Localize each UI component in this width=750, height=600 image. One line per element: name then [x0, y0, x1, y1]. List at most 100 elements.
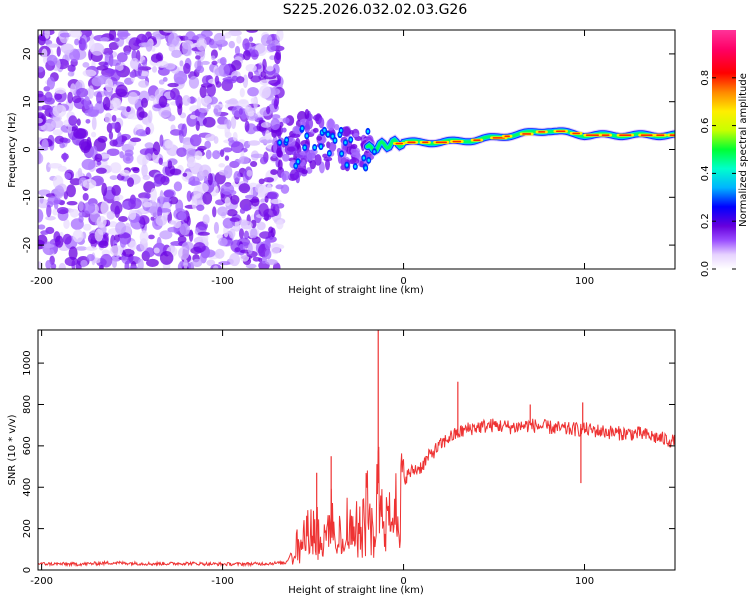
noise-blob: [198, 164, 212, 177]
y-tick-label: 1000: [22, 350, 33, 375]
noise-blob: [245, 263, 257, 269]
transition-blob: [280, 184, 290, 194]
transition-peak: [339, 128, 343, 133]
noise-blob: [193, 242, 206, 253]
noise-blob: [96, 91, 103, 105]
noise-blob: [144, 247, 155, 258]
transition-blob: [270, 118, 281, 131]
noise-blob: [82, 69, 97, 77]
noise-blob: [250, 75, 262, 83]
noise-blob: [242, 74, 249, 89]
noise-blob: [68, 115, 78, 126]
noise-blob: [58, 262, 67, 269]
noise-blob: [38, 34, 46, 46]
noise-blob: [139, 71, 150, 77]
noise-blob: [224, 196, 231, 206]
noise-blob: [82, 223, 92, 231]
noise-blob: [148, 234, 155, 240]
noise-blob: [66, 184, 76, 198]
noise-blob: [76, 87, 89, 98]
noise-blob: [194, 150, 203, 160]
noise-blob: [202, 191, 213, 205]
transition-peak: [373, 150, 376, 154]
noise-blob: [59, 142, 65, 149]
noise-blob: [129, 265, 138, 269]
noise-blob: [234, 247, 241, 253]
snr-plot-area: [38, 330, 675, 570]
noise-blob: [82, 178, 97, 189]
transition-blob: [318, 117, 325, 129]
noise-blob: [139, 148, 154, 156]
noise-blob: [250, 97, 257, 104]
noise-blob: [228, 40, 236, 49]
noise-blob: [219, 57, 227, 66]
noise-blob: [258, 178, 265, 185]
noise-blob: [69, 178, 82, 186]
noise-blob: [219, 149, 225, 158]
noise-blob: [179, 60, 184, 67]
noise-blob: [207, 172, 213, 186]
noise-blob: [263, 208, 277, 218]
noise-blob: [217, 237, 228, 247]
noise-blob: [127, 113, 140, 120]
noise-blob: [238, 228, 245, 239]
noise-blob: [128, 37, 142, 51]
noise-blob: [173, 70, 188, 85]
noise-blob: [94, 228, 104, 242]
noise-blob: [59, 32, 72, 38]
noise-blob: [186, 190, 192, 202]
noise-blob: [236, 76, 245, 84]
noise-blob: [50, 263, 57, 269]
noise-blob: [204, 133, 216, 142]
noise-blob: [193, 185, 203, 199]
noise-blob: [46, 54, 58, 66]
x-tick-label: 100: [575, 276, 594, 287]
noise-blob: [229, 253, 241, 267]
noise-blob: [105, 78, 114, 92]
noise-blob: [266, 43, 277, 52]
noise-blob: [248, 36, 254, 42]
noise-blob: [168, 220, 177, 225]
transition-blob: [270, 169, 278, 176]
y-tick-label: 600: [22, 436, 33, 455]
noise-blob: [264, 249, 272, 260]
noise-blob: [145, 40, 153, 52]
noise-blob: [230, 141, 244, 154]
noise-blob: [46, 105, 53, 113]
noise-blob: [182, 172, 188, 177]
noise-blob: [110, 200, 123, 215]
noise-blob: [38, 117, 43, 124]
noise-blob: [268, 79, 281, 86]
noise-blob: [52, 129, 63, 136]
noise-blob: [42, 243, 55, 249]
noise-blob: [78, 38, 86, 51]
transition-blob: [282, 153, 290, 162]
noise-blob: [38, 208, 44, 223]
noise-blob: [78, 200, 84, 212]
noise-blob: [62, 152, 67, 163]
noise-blob: [100, 37, 110, 42]
transition-peak: [300, 126, 304, 130]
noise-blob: [40, 122, 54, 132]
noise-blob: [127, 256, 141, 265]
noise-blob: [220, 183, 235, 195]
transition-peak: [333, 138, 337, 143]
noise-blob: [171, 49, 182, 58]
transition-blob: [282, 117, 290, 124]
noise-blob: [141, 163, 148, 178]
noise-blob: [102, 47, 114, 56]
noise-blob: [145, 126, 151, 135]
noise-blob: [142, 59, 148, 68]
noise-blob: [265, 65, 274, 72]
noise-blob: [247, 87, 259, 97]
noise-blob: [270, 242, 281, 255]
noise-blob: [176, 147, 188, 158]
y-tick-label: -10: [22, 189, 33, 205]
noise-blob: [259, 156, 268, 165]
transition-blob: [319, 161, 325, 174]
noise-blob: [244, 194, 255, 199]
noise-blob: [100, 200, 110, 215]
